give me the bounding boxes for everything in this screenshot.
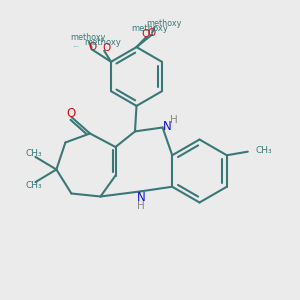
Text: N: N <box>162 120 171 134</box>
Text: CH₃: CH₃ <box>26 148 42 158</box>
Text: O: O <box>88 42 96 52</box>
Text: H: H <box>170 115 178 125</box>
Text: methoxy: methoxy <box>132 24 168 33</box>
Text: O: O <box>67 107 76 120</box>
Text: N: N <box>136 191 146 204</box>
Text: O: O <box>141 29 149 39</box>
Text: CH₃: CH₃ <box>26 182 42 190</box>
Text: methoxy: methoxy <box>146 19 181 28</box>
Text: O: O <box>103 43 111 53</box>
Text: methoxy: methoxy <box>84 38 121 47</box>
Text: methoxy: methoxy <box>74 46 80 47</box>
Text: O: O <box>147 28 156 38</box>
Text: CH₃: CH₃ <box>255 146 272 155</box>
Text: methoxy: methoxy <box>70 33 106 42</box>
Text: H: H <box>137 201 145 211</box>
